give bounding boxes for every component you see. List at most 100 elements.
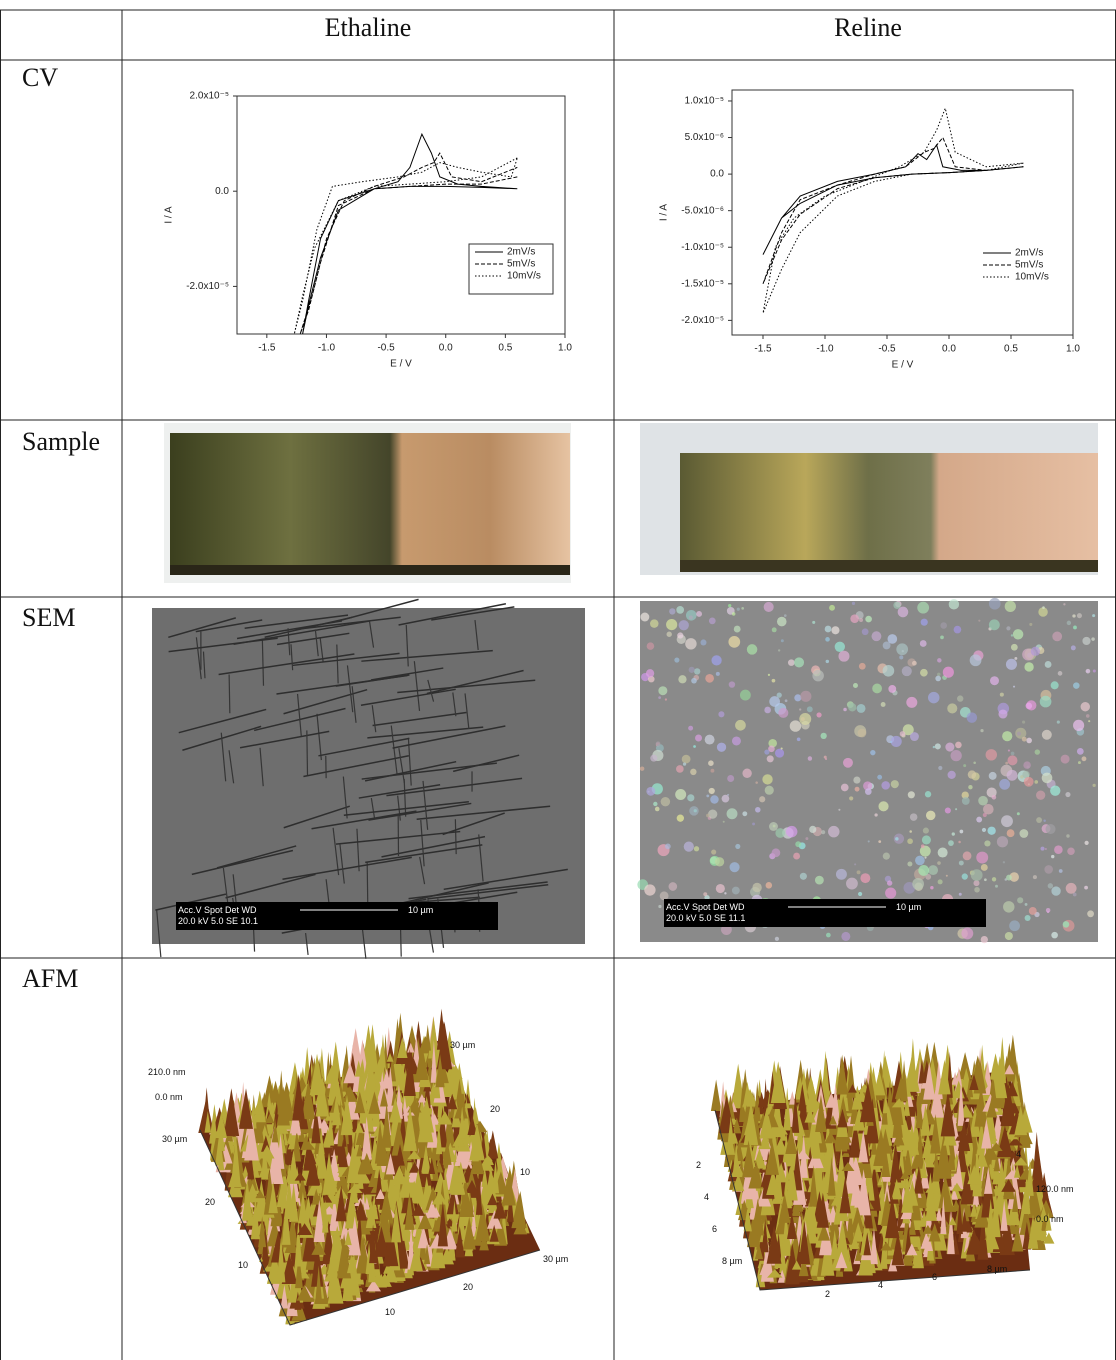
grain — [872, 684, 882, 694]
grain — [676, 765, 684, 773]
grain — [924, 857, 926, 859]
grain — [935, 743, 941, 749]
grain — [716, 884, 725, 893]
grain — [694, 668, 700, 674]
grain — [778, 708, 788, 718]
grain — [1025, 915, 1031, 921]
afm-label: 30 µm — [543, 1254, 568, 1264]
grain — [696, 611, 702, 617]
grain — [710, 795, 719, 804]
grain — [1067, 621, 1071, 625]
grain — [1017, 812, 1020, 815]
grain — [967, 712, 978, 723]
grain — [795, 841, 801, 847]
grain — [831, 626, 839, 634]
grain — [716, 672, 720, 676]
grain — [984, 878, 987, 881]
grain — [675, 789, 686, 800]
grain — [855, 787, 860, 792]
grain — [948, 771, 956, 779]
grain — [948, 840, 954, 846]
grain — [1073, 682, 1079, 688]
legend-label: 5mV/s — [507, 259, 535, 270]
grain — [870, 750, 875, 755]
grain — [800, 873, 807, 880]
x-tick-label: -0.5 — [878, 344, 896, 355]
grain — [1033, 875, 1037, 879]
legend-label: 10mV/s — [507, 271, 541, 282]
grain — [1066, 883, 1077, 894]
y-tick-label: -1.0x10⁻⁵ — [681, 242, 724, 253]
grain — [857, 704, 866, 713]
grain — [768, 674, 770, 676]
grain — [874, 813, 877, 816]
grain — [1054, 845, 1063, 854]
x-tick-label: 0.5 — [498, 343, 512, 354]
grain — [786, 826, 797, 837]
grain — [1051, 886, 1060, 895]
grain — [1031, 647, 1040, 656]
grain — [727, 775, 734, 782]
afm-label: 6 — [932, 1272, 937, 1282]
afm-label: 30 µm — [450, 1040, 475, 1050]
grain — [732, 887, 740, 895]
grain — [655, 807, 660, 812]
grain — [1026, 738, 1032, 744]
grain — [989, 772, 997, 780]
grain — [918, 865, 929, 876]
grain — [784, 614, 787, 617]
grain — [828, 826, 839, 837]
grain — [689, 616, 693, 620]
grain — [1007, 755, 1017, 765]
grain — [658, 696, 661, 699]
grain — [1006, 626, 1010, 630]
sample-photo — [640, 423, 1098, 575]
grain — [1002, 731, 1012, 741]
grain — [650, 619, 659, 628]
afm-peak — [711, 1080, 721, 1111]
grain — [728, 636, 740, 648]
y-tick-label: -2.0x10⁻⁵ — [186, 281, 229, 292]
grain — [881, 702, 886, 707]
grain — [1045, 848, 1047, 850]
grain — [682, 755, 691, 764]
grain — [764, 707, 771, 714]
grain — [968, 770, 976, 778]
grain — [644, 884, 655, 895]
grain — [660, 891, 669, 900]
grain — [995, 885, 998, 888]
grain — [737, 608, 740, 611]
grain — [684, 842, 694, 852]
x-tick-label: -1.0 — [318, 343, 336, 354]
grain — [895, 837, 898, 840]
grain — [843, 708, 847, 712]
grain — [982, 828, 986, 832]
afm-label: 20 — [490, 1104, 500, 1114]
grain — [1011, 752, 1015, 756]
grain — [755, 781, 758, 784]
grain — [800, 691, 811, 702]
grain — [1085, 841, 1089, 845]
grain — [653, 802, 657, 806]
grain — [1034, 780, 1038, 784]
grain — [689, 667, 695, 673]
grain — [1071, 645, 1076, 650]
grain — [1009, 920, 1020, 931]
grain — [723, 821, 725, 823]
afm-label: 6 — [712, 1224, 717, 1234]
grain — [1073, 626, 1077, 630]
grain — [709, 618, 716, 625]
grain — [690, 769, 696, 775]
row-header: Sample — [22, 427, 100, 456]
x-tick-label: -1.5 — [754, 344, 772, 355]
grain — [883, 853, 890, 860]
grain — [790, 720, 801, 731]
grain — [661, 797, 670, 806]
grain — [906, 697, 917, 708]
grain — [992, 795, 997, 800]
grain — [1007, 770, 1018, 781]
grain — [992, 877, 996, 881]
sem-image — [152, 608, 585, 944]
legend-label: 2mV/s — [1015, 248, 1043, 259]
